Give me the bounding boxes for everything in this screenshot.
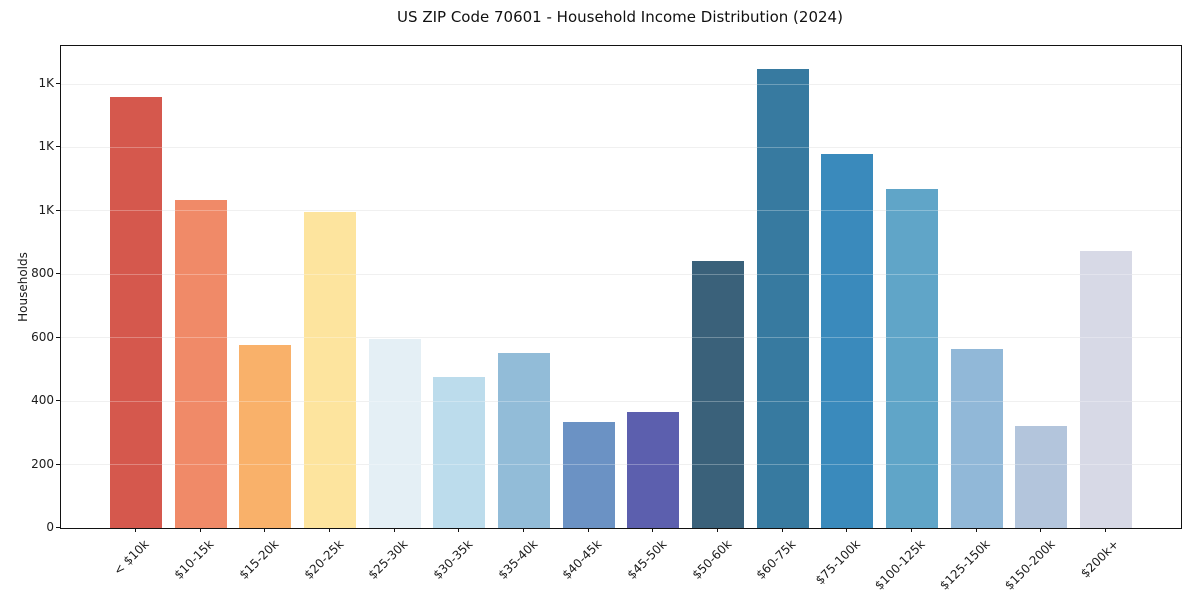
x-tick-label: $20-25k: [301, 537, 346, 582]
gridline: [61, 400, 1181, 402]
gridline-overlay: [61, 146, 1181, 148]
gridlines-overlay-layer: [61, 46, 1181, 528]
x-tick-mark: [200, 528, 201, 532]
x-tick-label: $45-50k: [624, 537, 670, 582]
y-tick-label: 200: [31, 456, 54, 471]
x-tick-mark: [394, 528, 395, 532]
bar: [1015, 425, 1068, 528]
bar: [110, 97, 162, 528]
x-tick-mark: [911, 528, 912, 532]
bar: [950, 348, 1003, 528]
x-tick-label: $125-150k: [936, 537, 993, 590]
bar: [562, 422, 615, 528]
x-tick-label: $10-15k: [171, 537, 217, 582]
bar: [239, 344, 292, 528]
y-tick-mark: [56, 273, 60, 274]
gridlines-layer: [61, 46, 1181, 528]
gridline-overlay: [61, 464, 1181, 466]
x-tick-mark: [264, 528, 265, 532]
bar: [756, 69, 809, 528]
x-tick-label: $30-35k: [430, 537, 476, 582]
y-tick-mark: [56, 464, 60, 465]
gridline-overlay: [61, 337, 1181, 339]
x-tick-label: < $10k: [111, 537, 152, 578]
x-tick-label: $100-125k: [872, 537, 928, 590]
bar: [497, 353, 550, 528]
gridline: [61, 210, 1181, 212]
x-tick-mark: [782, 528, 783, 532]
y-tick-mark: [56, 83, 60, 84]
x-tick-label: $60-75k: [753, 537, 799, 582]
bar: [627, 412, 680, 528]
gridline: [61, 464, 1181, 466]
bar: [821, 153, 874, 528]
gridline: [61, 273, 1181, 275]
y-tick-label: 0: [46, 520, 54, 534]
bar: [691, 261, 744, 528]
gridline: [61, 337, 1181, 339]
y-tick-label: 800: [31, 266, 54, 281]
plot-area: [60, 45, 1182, 529]
y-tick-mark: [56, 210, 60, 211]
x-tick-mark: [135, 528, 136, 532]
y-tick-mark: [56, 527, 60, 528]
gridline-overlay: [61, 400, 1181, 402]
x-tick-mark: [523, 528, 524, 532]
gridline: [61, 83, 1181, 85]
y-tick-mark: [56, 146, 60, 147]
y-axis-title: Households: [16, 252, 30, 322]
bar: [885, 189, 938, 528]
x-tick-mark: [588, 528, 589, 532]
x-tick-label: $35-40k: [495, 537, 540, 582]
bar: [174, 200, 227, 528]
x-tick-label: $200k+: [1078, 537, 1122, 581]
x-tick-mark: [976, 528, 977, 532]
bar: [368, 338, 421, 528]
gridline-overlay: [61, 210, 1181, 212]
x-tick-mark: [1105, 528, 1106, 532]
x-tick-mark: [1040, 528, 1041, 532]
gridline: [61, 146, 1181, 148]
x-tick-mark: [458, 528, 459, 532]
y-tick-label: 400: [31, 393, 54, 408]
y-tick-mark: [56, 400, 60, 401]
x-tick-label: $40-45k: [559, 537, 605, 582]
x-tick-mark: [717, 528, 718, 532]
y-tick-label: 1K: [38, 76, 54, 91]
y-tick-label: 1K: [38, 202, 54, 217]
bar: [1079, 251, 1132, 528]
x-tick-label: $150-200k: [1001, 537, 1058, 590]
x-tick-mark: [329, 528, 330, 532]
x-tick-label: $50-60k: [689, 537, 734, 582]
gridline-overlay: [61, 83, 1181, 85]
y-tick-mark: [56, 337, 60, 338]
bar: [433, 377, 486, 528]
y-tick-label: 600: [31, 329, 54, 344]
x-tick-mark: [652, 528, 653, 532]
x-tick-label: $75-100k: [812, 537, 864, 588]
x-tick-mark: [846, 528, 847, 532]
chart-title: US ZIP Code 70601 - Household Income Dis…: [397, 8, 843, 26]
x-tick-label: $25-30k: [365, 537, 411, 582]
y-tick-label: 1K: [38, 139, 54, 154]
bar: [303, 212, 356, 528]
bars-layer: [61, 46, 1181, 528]
gridline-overlay: [61, 273, 1181, 275]
x-tick-label: $15-20k: [236, 537, 282, 582]
